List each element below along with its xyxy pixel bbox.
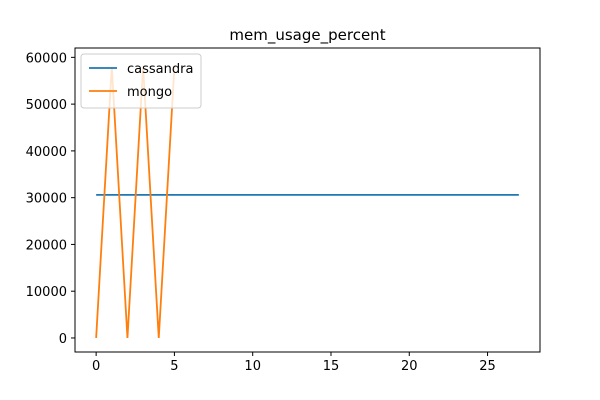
- y-tick-label: 20000: [26, 238, 67, 253]
- legend-label-mongo: mongo: [127, 85, 172, 100]
- y-tick-label: 0: [59, 332, 67, 347]
- y-tick-label: 40000: [26, 145, 67, 160]
- plot-area: [95, 66, 519, 339]
- x-tick-label: 0: [92, 359, 100, 374]
- x-tick-label: 25: [479, 359, 496, 374]
- y-tick-label: 60000: [26, 51, 67, 66]
- x-tick-label: 20: [401, 359, 418, 374]
- y-tick-label: 10000: [26, 285, 67, 300]
- x-tick-label: 15: [323, 359, 340, 374]
- chart-title: mem_usage_percent: [229, 26, 385, 45]
- series-line-mongo: [95, 66, 176, 339]
- x-tick-label: 5: [170, 359, 178, 374]
- legend: cassandra mongo: [80, 53, 202, 109]
- axes: 0 5 10 15 20 25 0 10000 20000 30000 40000 50000 6000…: [26, 47, 541, 374]
- axes-frame: [74, 47, 541, 353]
- y-tick-label: 50000: [26, 98, 67, 113]
- legend-label-cassandra: cassandra: [127, 62, 193, 77]
- x-tick-label: 10: [244, 359, 261, 374]
- y-tick-label: 30000: [26, 192, 67, 207]
